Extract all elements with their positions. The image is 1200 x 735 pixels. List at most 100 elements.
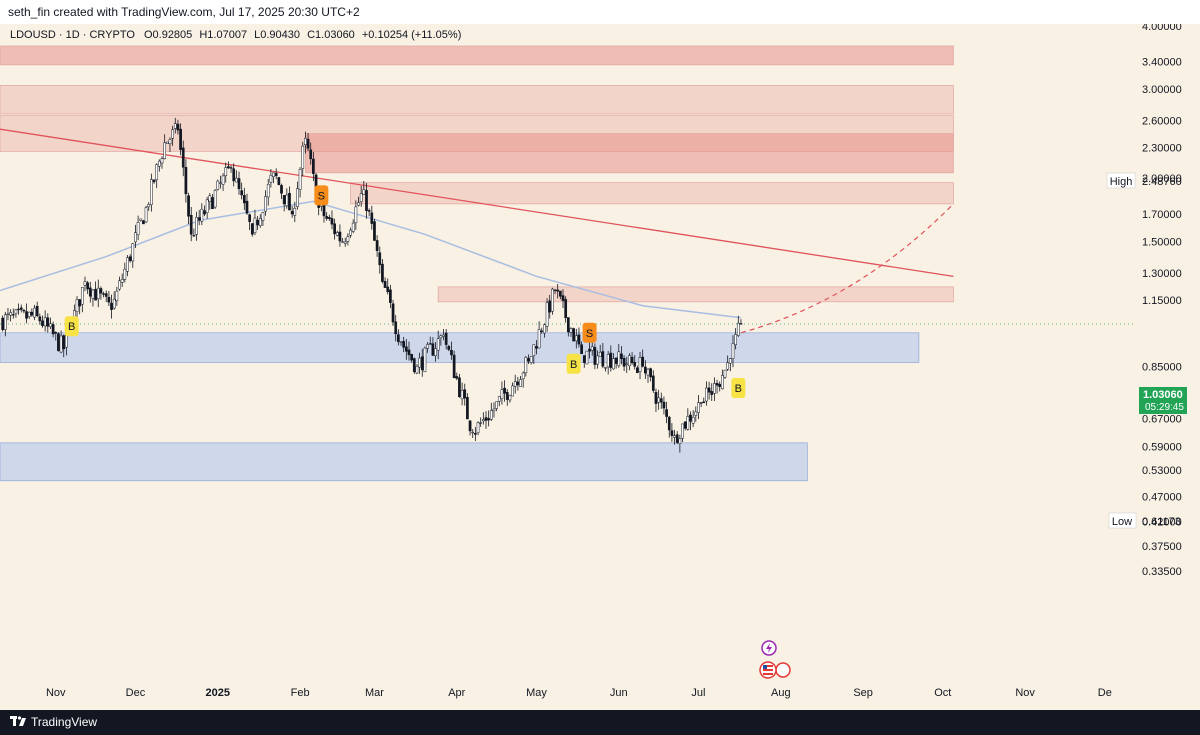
candle-body [14,309,18,314]
candle-body [375,240,379,251]
candle-body [357,202,360,206]
tradingview-logo[interactable]: TradingView [10,715,97,729]
buy-signal-badge [731,378,746,399]
candle [27,311,31,320]
candle [710,383,714,401]
candle-body [697,402,700,413]
candle-body [189,214,193,235]
candle-body [574,335,578,342]
candle [436,330,440,360]
candle [168,137,172,153]
candle [590,341,594,356]
candle-body [335,232,339,236]
candle [378,246,382,274]
candle-body [691,417,695,424]
candle-body [3,314,7,330]
candle-body [389,289,392,303]
candle [484,411,488,429]
candle [192,228,196,237]
candle [155,163,159,189]
candle [479,417,483,427]
candle [346,233,350,246]
candle [641,349,645,368]
candle-body [532,344,536,356]
candle [521,371,525,388]
candle [699,402,703,408]
candle [614,357,618,369]
candle-body [343,241,347,244]
sell-signal-badge [582,322,597,343]
sell-signal: S [582,322,597,343]
candle-body [184,167,188,195]
candle [389,284,392,309]
candle-body [609,352,613,368]
candle [94,281,97,301]
buy-signal-badge [64,316,79,337]
candle [564,296,568,323]
candle-body [296,188,299,207]
candle-body [397,334,400,342]
supply-zone [0,45,954,66]
candle-body [505,391,509,400]
candle [503,380,506,402]
candle-body [338,231,342,242]
candle [253,209,257,236]
candle [80,287,84,313]
candle-body [651,375,655,391]
candle-body [131,243,135,262]
candle [511,382,514,397]
ohlc-legend: LDOUSD · 1D · CRYPTO O0.92805 H1.07007 L… [10,29,461,41]
attribution-bar: seth_fin created with TradingView.com, J… [0,0,1200,24]
candle [598,344,602,357]
candle [702,397,706,404]
sell-signal-badge [314,185,329,206]
candle-body [227,166,230,169]
price-tick-label: 0.67000 [1142,414,1182,426]
candle [49,317,52,330]
candles-layer [1,117,743,453]
candle [466,393,469,420]
low-label: Low [1112,516,1132,528]
candle [444,329,448,350]
attribution-text: seth_fin created with TradingView.com, J… [8,5,360,19]
candle-body [497,396,501,402]
candle-body [407,349,411,356]
candle-body [596,355,599,365]
candle-body [359,193,363,202]
candle-body [282,195,286,205]
candle [144,205,148,224]
candle [33,304,36,321]
candle-body [428,343,432,345]
candle-body [460,390,464,400]
candle-body [675,434,679,443]
candle-body [19,307,23,310]
candle-body [41,320,44,326]
candle [383,277,387,288]
candle [62,334,66,358]
candle-body [614,357,618,364]
candle [245,193,249,215]
candle [266,178,270,206]
candle [582,355,586,368]
event-icons[interactable] [759,640,791,679]
candle [240,182,244,200]
candle [431,337,435,357]
candle-body [418,357,421,368]
candle [524,355,528,377]
candle-body [436,338,440,351]
candle [561,289,565,309]
candle-body [59,335,63,353]
candle [107,290,111,306]
candle [306,132,310,152]
candle [487,410,491,427]
symbol-line[interactable]: LDOUSD · 1D · CRYPTO [10,29,135,41]
candle-body [330,218,334,225]
candle-body [240,190,244,196]
candle-body [633,362,637,367]
candle [505,389,509,406]
candle-body [535,346,538,349]
time-tick-label: Mar [365,687,384,699]
